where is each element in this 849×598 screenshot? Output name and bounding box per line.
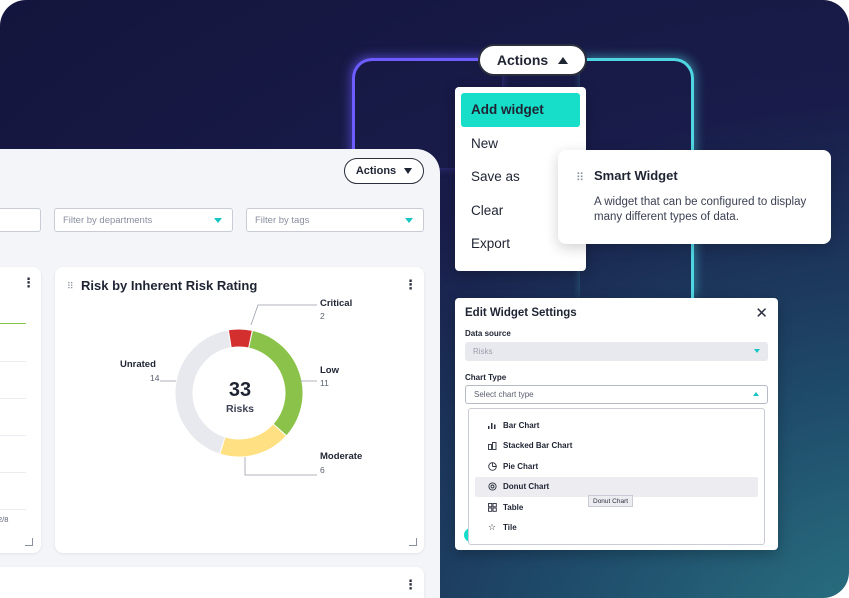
grid-line xyxy=(0,472,26,473)
option-table[interactable]: Table xyxy=(475,497,758,518)
chart-type-placeholder: Select chart type xyxy=(474,390,534,399)
chevron-down-icon xyxy=(754,349,760,353)
menu-item-save-as[interactable]: Save as xyxy=(471,169,520,185)
top-actions-button[interactable]: Actions xyxy=(478,44,587,76)
chevron-up-icon xyxy=(753,392,759,396)
option-label: Donut Chart xyxy=(503,482,550,492)
donut-segment-low[interactable] xyxy=(248,331,303,436)
legend-name-critical: Critical xyxy=(320,298,353,309)
menu-item-clear[interactable]: Clear xyxy=(471,202,504,218)
menu-item-add-widget[interactable]: Add widget xyxy=(461,93,580,127)
department-filter[interactable]: Filter by departments xyxy=(54,208,233,232)
caret-up-icon xyxy=(558,56,569,64)
data-source-select: Risks xyxy=(465,342,768,361)
data-source-value: Risks xyxy=(473,347,493,356)
dashboard-actions-button[interactable]: Actions xyxy=(344,158,424,184)
smart-widget-description: A widget that can be configured to displ… xyxy=(594,196,807,223)
department-filter-placeholder: Filter by departments xyxy=(63,214,153,226)
legend-value-critical: 2 xyxy=(320,311,325,321)
menu-item-new[interactable]: New xyxy=(471,135,499,151)
more-options-icon[interactable]: ⋮ xyxy=(404,277,417,292)
dashboard-actions-label: Actions xyxy=(355,165,397,177)
drag-handle-icon[interactable]: ⠿ xyxy=(67,281,74,291)
legend-value-moderate: 6 xyxy=(320,465,325,475)
legend-value-low: 11 xyxy=(320,378,329,388)
bar-chart-icon xyxy=(487,421,497,430)
resize-handle-icon[interactable] xyxy=(25,538,33,546)
legend-name-unrated: Unrated xyxy=(120,359,156,370)
chevron-down-icon xyxy=(405,218,413,223)
drag-handle-icon[interactable]: ⠿ xyxy=(576,172,585,184)
left-widget-card: ⋮ 2/8 xyxy=(0,267,41,553)
axis-tick-label: 2/8 xyxy=(0,515,9,524)
table-icon xyxy=(487,502,497,512)
legend-value-unrated: 14 xyxy=(150,373,160,383)
donut-segment-unrated[interactable] xyxy=(175,330,232,454)
grid-line xyxy=(0,435,26,436)
search-filter-input[interactable] xyxy=(0,208,41,232)
stacked-bar-chart-icon xyxy=(487,441,497,450)
donut-chart-icon xyxy=(487,482,497,491)
close-icon[interactable]: ✕ xyxy=(755,305,768,322)
more-options-icon[interactable]: ⋮ xyxy=(404,577,417,592)
option-pie-chart[interactable]: Pie Chart xyxy=(475,456,758,477)
option-label: Tile xyxy=(503,523,517,533)
series-line xyxy=(0,323,26,324)
grid-line xyxy=(0,509,26,510)
tile-icon: ☆ xyxy=(487,522,497,533)
more-options-icon[interactable]: ⋮ xyxy=(22,275,35,290)
option-label: Stacked Bar Chart xyxy=(503,441,573,451)
risk-widget-card: ⠿ Risk by Inherent Risk Rating ⋮ 33 Risk… xyxy=(55,267,424,553)
option-tile[interactable]: ☆ Tile xyxy=(475,518,758,539)
donut-total: 33 xyxy=(228,379,252,401)
top-actions-label: Actions xyxy=(496,52,549,68)
tag-filter-placeholder: Filter by tags xyxy=(255,214,310,226)
caret-down-icon xyxy=(404,168,413,174)
pie-chart-icon xyxy=(487,462,497,471)
resize-handle-icon[interactable] xyxy=(409,538,417,546)
donut-total-label: Risks xyxy=(225,403,255,415)
dashboard-panel: Actions Filter by departments Filter by … xyxy=(0,149,440,598)
tag-filter[interactable]: Filter by tags xyxy=(246,208,424,232)
donut-segment-moderate[interactable] xyxy=(220,424,286,457)
menu-item-export[interactable]: Export xyxy=(471,236,511,252)
smart-widget-title: Smart Widget xyxy=(594,168,678,183)
smart-widget-card[interactable]: ⠿ Smart Widget A widget that can be conf… xyxy=(558,150,831,244)
option-label: Table xyxy=(503,502,524,512)
legend-name-moderate: Moderate xyxy=(320,451,363,462)
grid-line xyxy=(0,361,26,362)
donut-segment-critical[interactable] xyxy=(228,329,252,348)
option-label: Pie Chart xyxy=(503,461,539,471)
chart-type-label: Chart Type xyxy=(465,373,507,382)
tooltip: Donut Chart xyxy=(588,495,634,507)
option-stacked-bar-chart[interactable]: Stacked Bar Chart xyxy=(475,436,758,457)
chart-type-options: Bar Chart Stacked Bar Chart Pie Chart Do… xyxy=(468,408,765,545)
grid-line xyxy=(0,398,26,399)
chevron-down-icon xyxy=(214,218,222,223)
bottom-widget-card: ⋮ xyxy=(0,567,424,598)
data-source-label: Data source xyxy=(465,329,511,338)
option-bar-chart[interactable]: Bar Chart xyxy=(475,415,758,436)
leader-line-moderate xyxy=(244,457,317,476)
risk-card-title: Risk by Inherent Risk Rating xyxy=(81,278,258,293)
edit-widget-title: Edit Widget Settings xyxy=(465,307,577,319)
legend-name-low: Low xyxy=(320,365,339,376)
option-label: Bar Chart xyxy=(503,420,540,430)
donut-chart xyxy=(160,304,317,476)
option-donut-chart[interactable]: Donut Chart xyxy=(475,476,758,497)
chart-type-select[interactable]: Select chart type xyxy=(465,385,768,404)
leader-line-critical xyxy=(250,304,317,326)
